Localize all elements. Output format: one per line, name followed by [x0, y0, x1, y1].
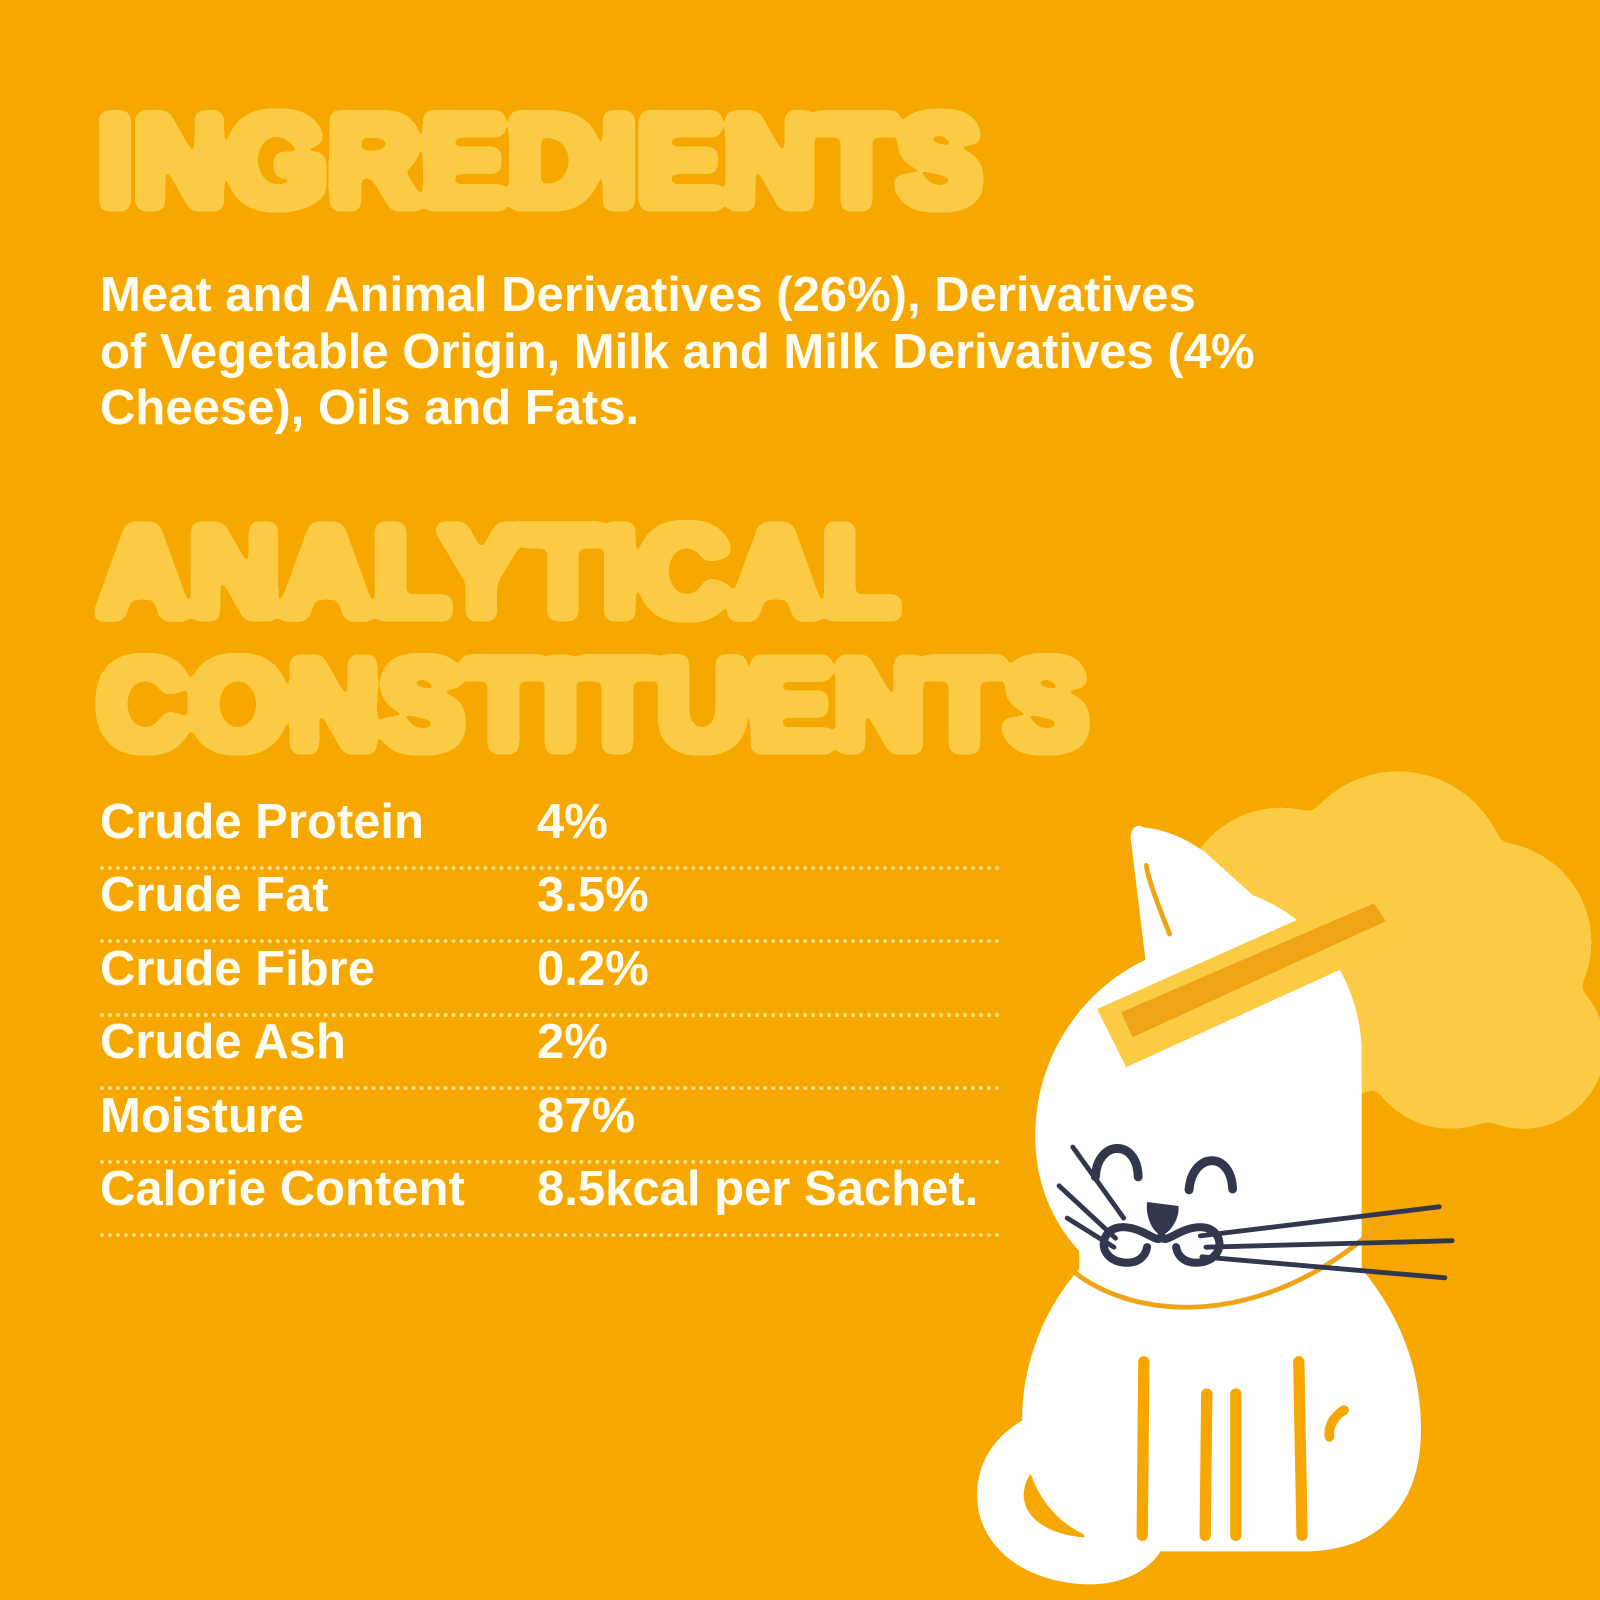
svg-text:CONSTITUENTS: CONSTITUENTS	[97, 634, 1089, 775]
svg-text:INGREDIENTS: INGREDIENTS	[97, 90, 983, 233]
svg-text:ANALYTICAL: ANALYTICAL	[97, 501, 900, 642]
